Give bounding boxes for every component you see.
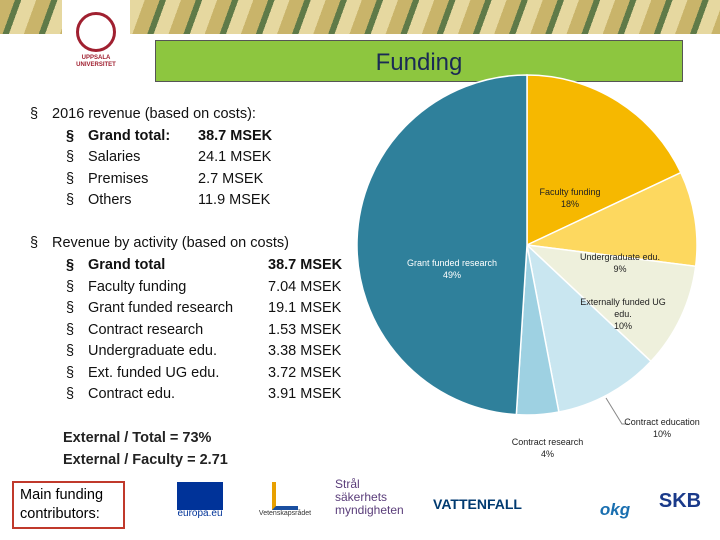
item-value: 11.9 MSEK <box>198 192 271 208</box>
pie-slice <box>356 74 528 416</box>
value-label: 9% <box>613 264 627 274</box>
list-item: Grand total: 38.7 MSEK <box>66 128 272 144</box>
item-label: Contract edu. <box>88 386 176 402</box>
list-item: Premises 2.7 MSEK <box>66 171 263 187</box>
item-label: Premises <box>88 171 149 187</box>
section-heading: 2016 revenue (based on costs): <box>30 106 256 122</box>
category-label: Contract education <box>624 417 700 427</box>
item-label: Grant funded research <box>88 300 234 316</box>
category-label: Grant funded research <box>406 258 498 268</box>
item-label: Others <box>88 192 132 208</box>
slice-label: Contract education 10% <box>612 416 712 440</box>
item-value: 3.91 MSEK <box>268 386 342 402</box>
item-value: 38.7 MSEK <box>268 257 343 273</box>
value-label: 10% <box>652 429 671 439</box>
item-label: Faculty funding <box>88 279 187 295</box>
item-label: Grand total: <box>88 128 171 144</box>
contributors-box: Main funding contributors: <box>12 481 125 529</box>
item-value: 7.04 MSEK <box>268 279 342 295</box>
item-value: 1.53 MSEK <box>268 322 342 338</box>
pie-slice <box>524 171 698 268</box>
value-label: 4% <box>540 449 554 459</box>
list-item: Undergraduate edu. 3.38 MSEK <box>66 343 341 359</box>
list-item: Faculty funding 7.04 MSEK <box>66 279 341 295</box>
list-item: Grant funded research 19.1 MSEK <box>66 300 341 316</box>
list-item: Salaries 24.1 MSEK <box>66 149 272 165</box>
contributor-logo: Strål säkerhets myndigheten <box>335 477 404 517</box>
list-item: Others 11.9 MSEK <box>66 192 270 208</box>
slice-label: Faculty funding 18% <box>530 186 610 210</box>
title: Funding <box>375 49 463 76</box>
list-item: Grand total 38.7 MSEK <box>66 257 342 273</box>
slice-label: Externally funded UG edu. 10% <box>578 296 668 332</box>
contributor-logo: europa.eu <box>177 508 223 519</box>
ratio: External / Faculty = 2.71 <box>63 452 228 468</box>
item-label: Salaries <box>88 149 141 165</box>
item-label: Grand total <box>88 257 166 273</box>
contributor-logo: Vetenskapsrådet <box>258 510 312 517</box>
pie-slice <box>524 243 697 363</box>
vr-mark <box>272 482 298 510</box>
item-value: 38.7 MSEK <box>198 128 273 144</box>
slice-label: Grant funded research 49% <box>392 257 512 281</box>
item-label: Ext. funded UG edu. <box>88 365 220 381</box>
contributor-logo: okg <box>599 500 631 519</box>
category-label: Faculty funding <box>539 187 601 197</box>
contributor-logo: SKB <box>658 490 702 512</box>
item-value: 3.38 MSEK <box>268 343 342 359</box>
section-heading: Revenue by activity (based on costs) <box>30 235 289 251</box>
category-label: Externally funded UG edu. <box>580 297 666 319</box>
contributors-label: Main funding contributors: <box>20 487 104 522</box>
title-box: Funding <box>155 40 683 82</box>
slice-label: Undergraduate edu. 9% <box>565 251 675 275</box>
contributor-logo: VATTENFALL <box>433 496 522 512</box>
list-item: Contract research 1.53 MSEK <box>66 322 341 338</box>
category-label: Contract research <box>511 437 584 447</box>
logo-text: UPPSALA UNIVERSITET <box>76 55 116 68</box>
item-label: Contract research <box>88 322 204 338</box>
eu-flag <box>177 482 223 510</box>
item-value: 3.72 MSEK <box>268 365 342 381</box>
ratio: External / Total = 73% <box>63 430 212 446</box>
item-value: 19.1 MSEK <box>268 300 342 316</box>
list-item: Contract edu. 3.91 MSEK <box>66 386 341 402</box>
leader-line <box>605 397 628 425</box>
item-label: Undergraduate edu. <box>88 343 217 359</box>
slice-label: Contract research 4% <box>500 436 595 460</box>
value-label: 18% <box>560 199 579 209</box>
item-value: 2.7 MSEK <box>198 171 264 187</box>
pie-slice <box>525 242 652 413</box>
pie-slice <box>526 74 682 247</box>
category-label: Undergraduate edu. <box>579 252 661 262</box>
list-item: Ext. funded UG edu. 3.72 MSEK <box>66 365 341 381</box>
value-label: 49% <box>442 270 461 280</box>
logo: UPPSALA UNIVERSITET <box>62 0 130 100</box>
value-label: 10% <box>613 321 632 331</box>
item-value: 24.1 MSEK <box>198 149 272 165</box>
